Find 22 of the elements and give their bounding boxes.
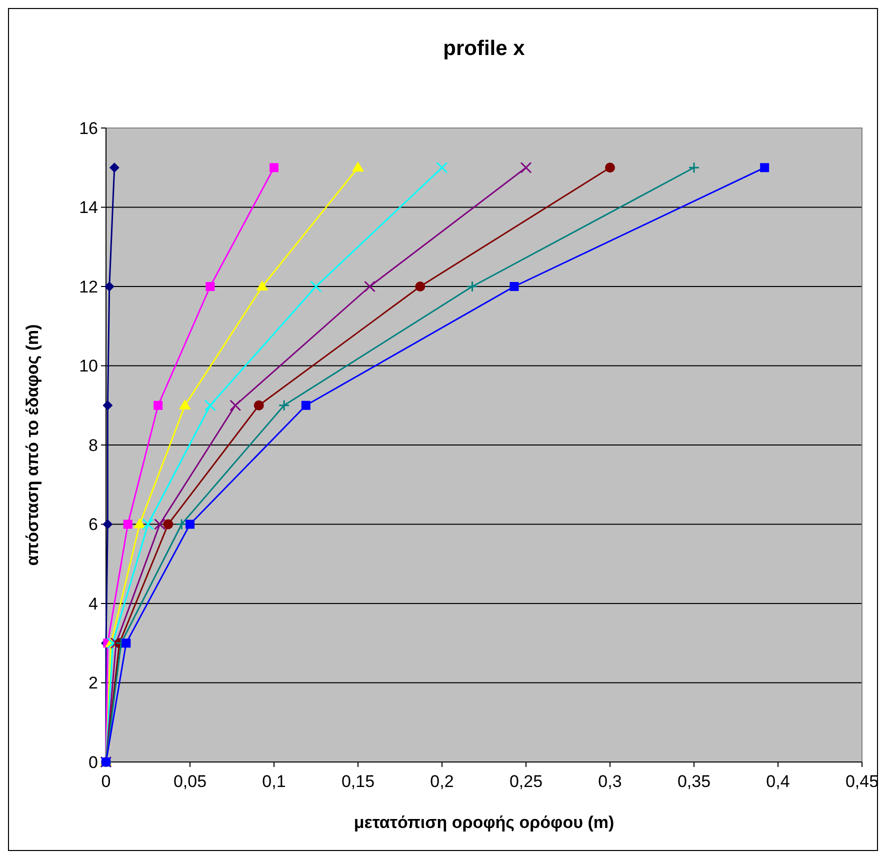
y-tick-label: 2 bbox=[88, 674, 98, 693]
x-tick-label: 0,4 bbox=[766, 772, 790, 791]
x-tick-label: 0,05 bbox=[173, 772, 207, 791]
y-tick-label: 12 bbox=[79, 277, 98, 296]
x-tick-label: 0,2 bbox=[430, 772, 454, 791]
x-tick-label: 0,3 bbox=[598, 772, 622, 791]
x-tick-label: 0,1 bbox=[262, 772, 286, 791]
y-tick-label: 10 bbox=[79, 356, 98, 376]
y-tick-label: 4 bbox=[88, 594, 98, 614]
x-tick-label: 0,45 bbox=[845, 772, 879, 791]
y-tick-label: 6 bbox=[88, 515, 98, 534]
chart-title: profile x bbox=[443, 37, 526, 60]
x-tick-label: 0,15 bbox=[341, 772, 375, 791]
y-tick-label: 0 bbox=[88, 752, 98, 772]
y-axis-title: απόσταση από το έδαφος (m) bbox=[23, 324, 42, 566]
x-axis-title: μετατόπιση οροφής ορόφου (m) bbox=[354, 813, 614, 832]
y-tick-label: 14 bbox=[79, 198, 98, 218]
x-tick-label: 0,35 bbox=[677, 772, 711, 791]
x-tick-label: 0,25 bbox=[509, 772, 543, 791]
y-tick-label: 16 bbox=[79, 118, 98, 138]
y-tick-label: 8 bbox=[88, 436, 98, 455]
x-tick-label: 0 bbox=[101, 772, 111, 791]
